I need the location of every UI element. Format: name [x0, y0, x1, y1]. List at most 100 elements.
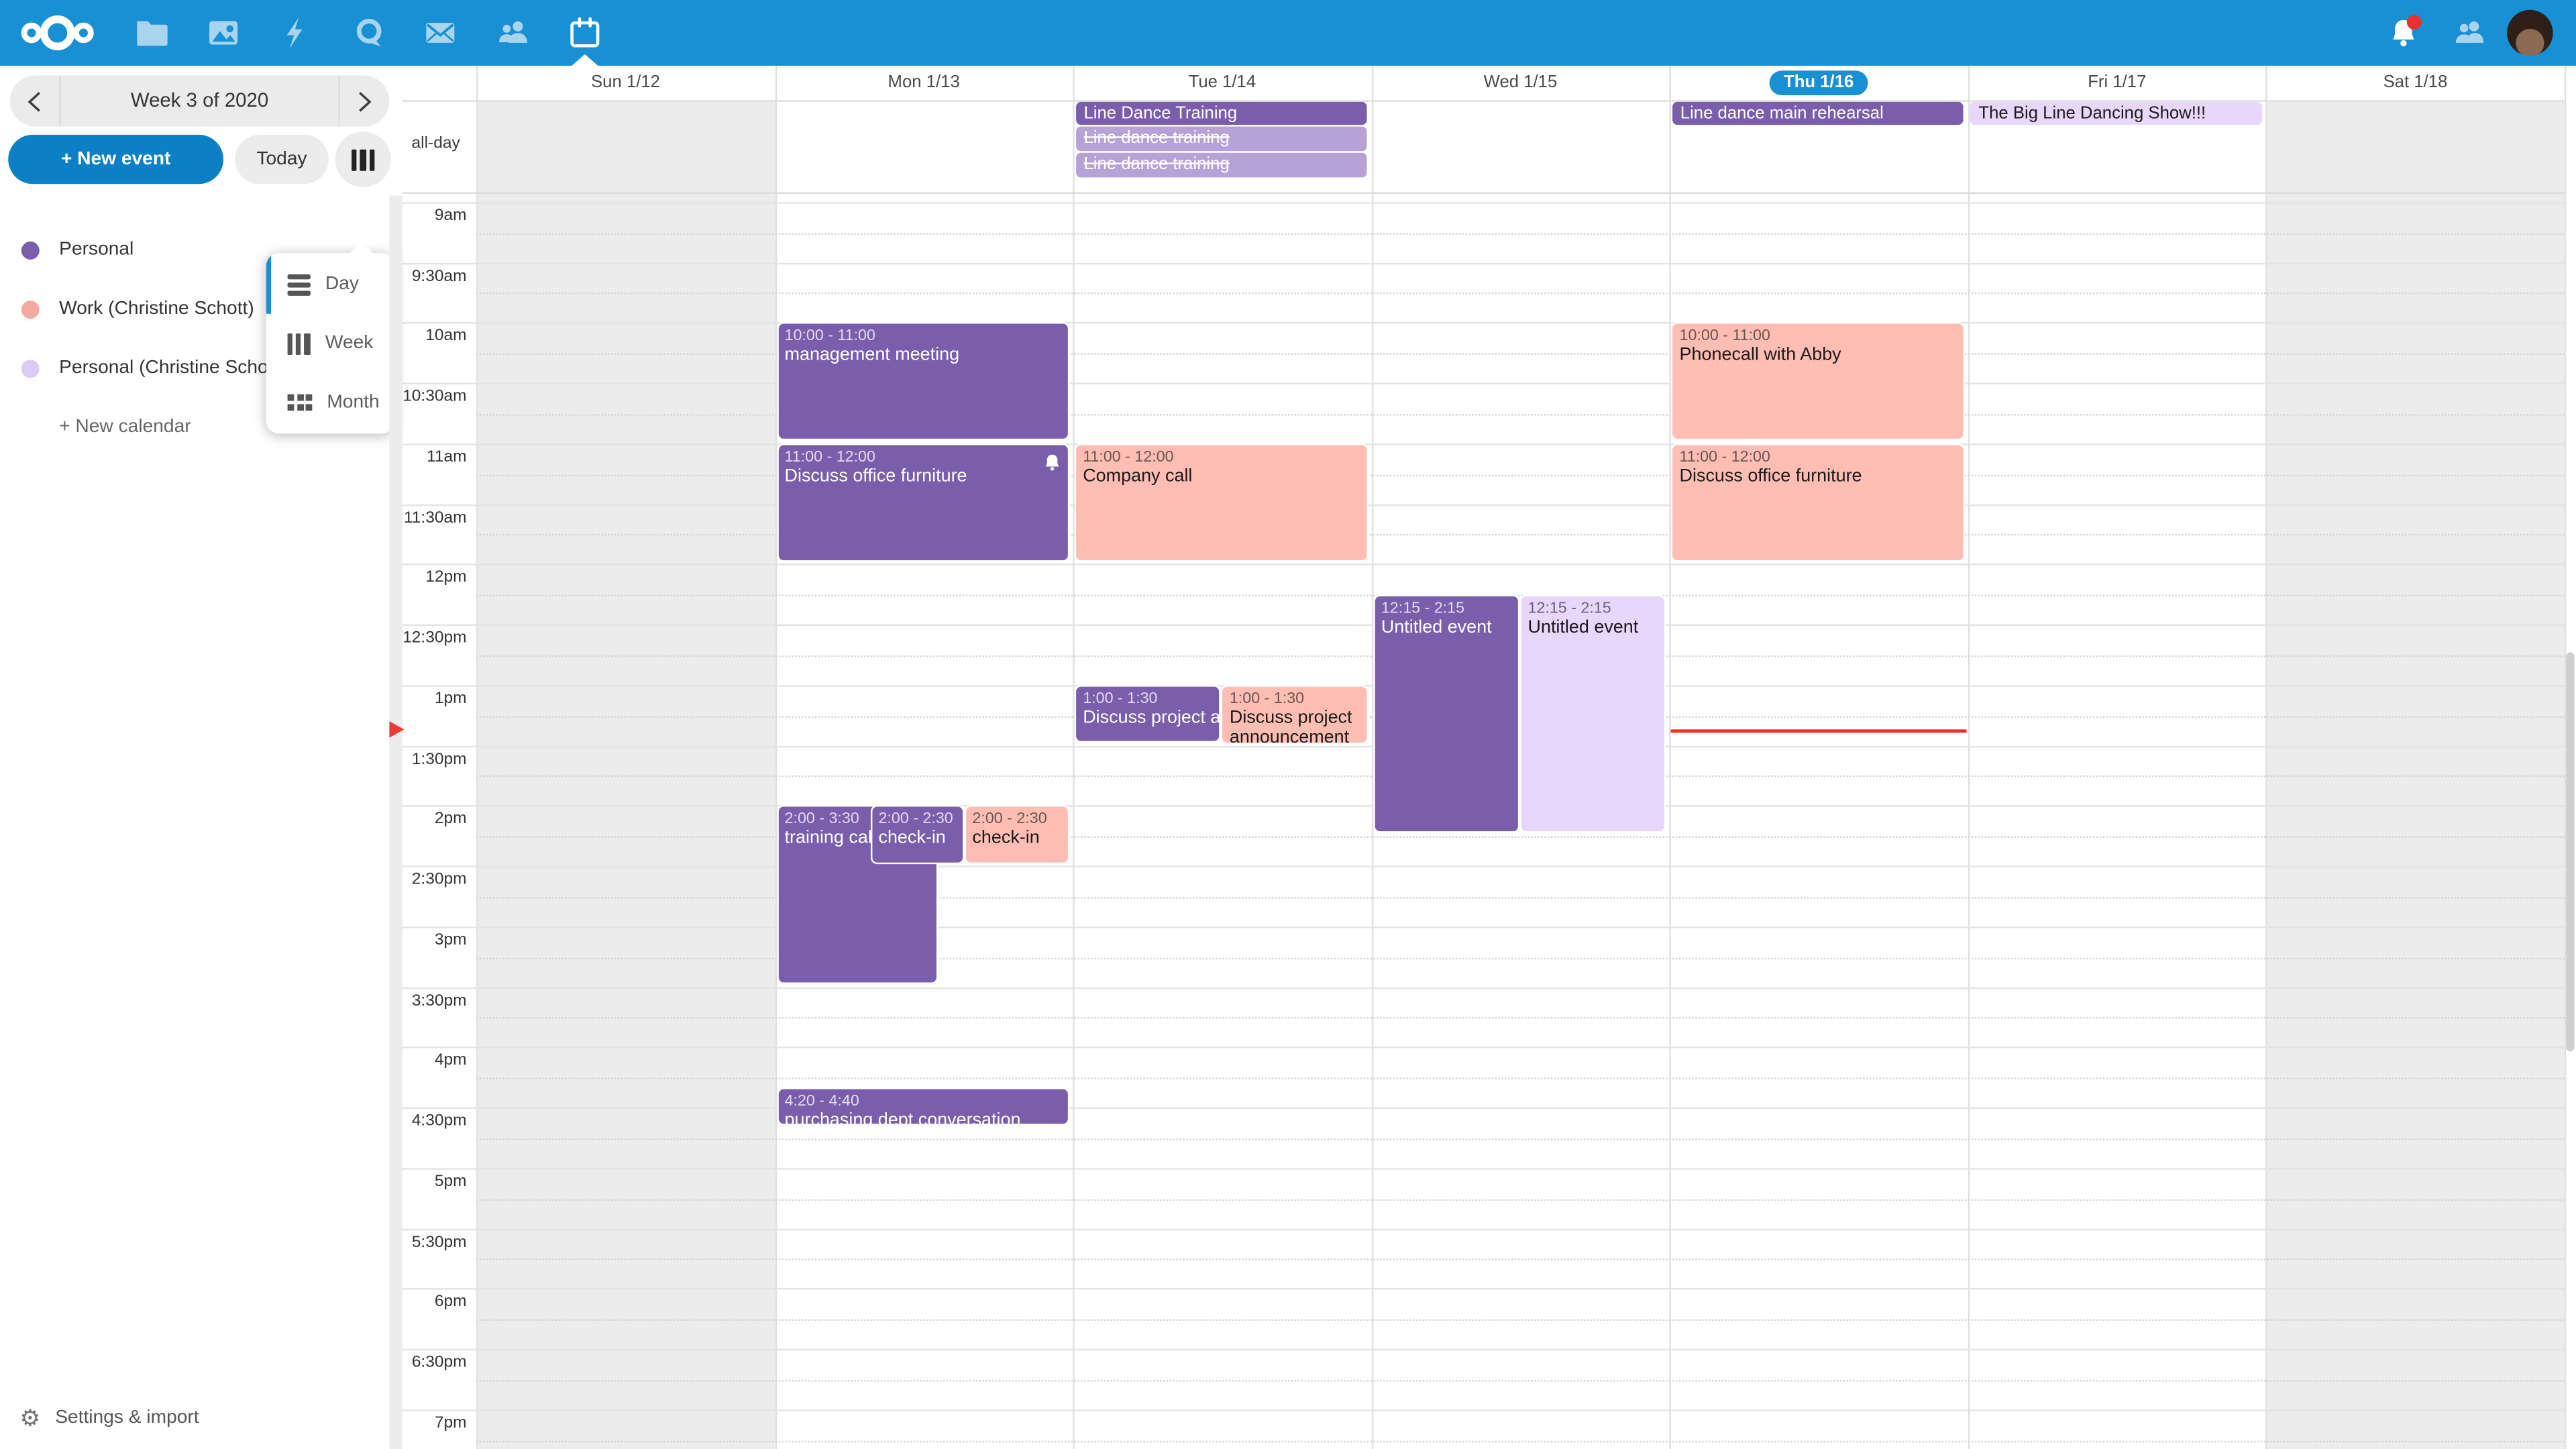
photos-icon[interactable]: [207, 16, 240, 49]
today-button[interactable]: Today: [235, 134, 329, 184]
event[interactable]: 4:20 - 4:40 purchasing dept conversation: [776, 1087, 1070, 1126]
all-day-label: all-day: [411, 134, 460, 153]
all-day-event[interactable]: The Big Line Dancing Show!!!: [1970, 101, 2263, 125]
column-border: [2266, 65, 2268, 1449]
notifications-bell-icon[interactable]: [2389, 15, 2422, 48]
column-border: [2564, 65, 2567, 1449]
time-label: 6:30pm: [411, 1354, 467, 1373]
current-time-line: [1671, 729, 1967, 733]
event-title: purchasing dept conversation: [784, 1110, 1021, 1126]
time-row: [402, 865, 2565, 926]
next-week-button[interactable]: [340, 76, 389, 127]
all-day-event[interactable]: Line dance main rehearsal: [1672, 101, 1964, 125]
all-day-event[interactable]: Line dance training: [1075, 127, 1368, 152]
view-switcher-button[interactable]: [335, 131, 391, 188]
weekend-shade: [478, 101, 775, 1448]
all-day-event[interactable]: Line Dance Training: [1075, 101, 1368, 125]
column-border: [1669, 65, 1672, 1449]
time-label: 11am: [427, 448, 467, 467]
time-row: [402, 503, 2565, 564]
calendar-item-personal[interactable]: Personal: [0, 220, 402, 279]
all-day-divider: [402, 192, 2565, 194]
weekend-shade: [2267, 101, 2565, 1448]
event-time: 12:15 - 2:15: [1527, 599, 1611, 618]
time-label: 4pm: [434, 1052, 467, 1071]
column-border: [1371, 65, 1373, 1449]
event[interactable]: 10:00 - 11:00 management meeting: [776, 322, 1070, 441]
calendar-color-dot: [21, 299, 40, 318]
event-time: 2:00 - 2:30: [878, 810, 953, 829]
day-view-icon: [287, 273, 311, 295]
event[interactable]: 2:00 - 2:30 check-in: [964, 805, 1070, 864]
event[interactable]: 11:00 - 12:00 Discuss office furniture: [1671, 443, 1965, 562]
event[interactable]: 2:00 - 3:30 training call: [776, 805, 938, 985]
time-label: 11:30am: [403, 508, 467, 527]
quarter-hour-line: [476, 1017, 2565, 1020]
event[interactable]: 11:00 - 12:00 Company call: [1074, 443, 1368, 562]
top-bar: [0, 0, 2576, 66]
previous-week-button[interactable]: [10, 76, 59, 127]
event-title: Company call: [1083, 466, 1193, 486]
all-day-event[interactable]: Line dance training: [1075, 152, 1368, 177]
view-menu-popover: Day Week Month: [266, 253, 394, 434]
time-label: 3:30pm: [411, 991, 467, 1010]
talk-icon[interactable]: [354, 16, 386, 49]
event[interactable]: 12:15 - 2:15 Untitled event: [1373, 594, 1520, 834]
contacts-menu-icon[interactable]: [2451, 16, 2484, 49]
mail-icon[interactable]: [424, 16, 457, 49]
event-title: training call: [784, 828, 876, 849]
week-navigation: Week 3 of 2020: [9, 75, 390, 127]
reminder-bell-icon: [1043, 450, 1061, 471]
nextcloud-logo-icon[interactable]: [19, 13, 95, 53]
view-menu-item-day[interactable]: Day: [266, 254, 394, 314]
settings-import-button[interactable]: ⚙ Settings & import: [0, 1395, 402, 1441]
event-time: 11:00 - 12:00: [1083, 448, 1174, 467]
new-event-button[interactable]: + New event: [8, 134, 224, 184]
event-time: 2:00 - 2:30: [972, 810, 1047, 829]
quarter-hour-line: [476, 353, 2565, 356]
view-menu-item-month[interactable]: Month: [266, 373, 394, 432]
quarter-hour-line: [476, 1077, 2565, 1080]
time-label: 5:30pm: [411, 1233, 467, 1252]
user-avatar[interactable]: [2507, 9, 2553, 56]
vertical-scrollbar[interactable]: [2565, 652, 2575, 1052]
event[interactable]: 2:00 - 2:30 check-in: [870, 805, 965, 864]
event[interactable]: 10:00 - 11:00 Phonecall with Abby: [1671, 322, 1965, 441]
week-label[interactable]: Week 3 of 2020: [59, 75, 340, 127]
calendar-app-icon[interactable]: [568, 16, 601, 49]
time-row: [402, 1228, 2565, 1289]
event-time: 11:00 - 12:00: [784, 448, 875, 467]
event[interactable]: 12:15 - 2:15 Untitled event: [1519, 594, 1666, 834]
day-header-mon: Mon 1/13: [888, 72, 960, 93]
time-label: 5pm: [434, 1173, 467, 1191]
active-app-caret: [572, 54, 598, 66]
event-title: Phonecall with Abby: [1679, 345, 1841, 366]
time-row: [402, 1046, 2565, 1108]
event-title: Discuss project announcement: [1229, 708, 1352, 744]
column-border: [476, 65, 478, 1449]
toolbar: + New event Today: [0, 131, 402, 188]
event-title: check-in: [972, 828, 1040, 849]
files-icon[interactable]: [135, 16, 168, 49]
event-title: Untitled event: [1527, 617, 1639, 637]
quarter-hour-line: [476, 1319, 2565, 1322]
event-time: 2:00 - 3:30: [784, 810, 859, 829]
time-label: 1pm: [434, 690, 467, 708]
event[interactable]: 11:00 - 12:00 Discuss office furniture: [776, 443, 1070, 562]
calendar-grid[interactable]: Sun 1/12 Mon 1/13 Tue 1/14 Wed 1/15 Thu 1/16…: [402, 65, 2576, 1449]
gear-icon: ⚙: [19, 1403, 41, 1430]
contacts-icon[interactable]: [496, 16, 529, 49]
view-menu-item-week[interactable]: Week: [266, 314, 394, 373]
notification-badge: [2406, 15, 2422, 30]
week-view-icon: [287, 332, 311, 354]
quarter-hour-line: [476, 957, 2565, 959]
calendar-item-work-christine-schott[interactable]: Work (Christine Schott): [0, 279, 402, 338]
time-label: 2:30pm: [411, 871, 467, 890]
day-header-wed: Wed 1/15: [1483, 72, 1558, 93]
quarter-hour-line: [476, 534, 2565, 537]
time-label: 10am: [425, 327, 467, 346]
activity-icon[interactable]: [279, 16, 312, 49]
